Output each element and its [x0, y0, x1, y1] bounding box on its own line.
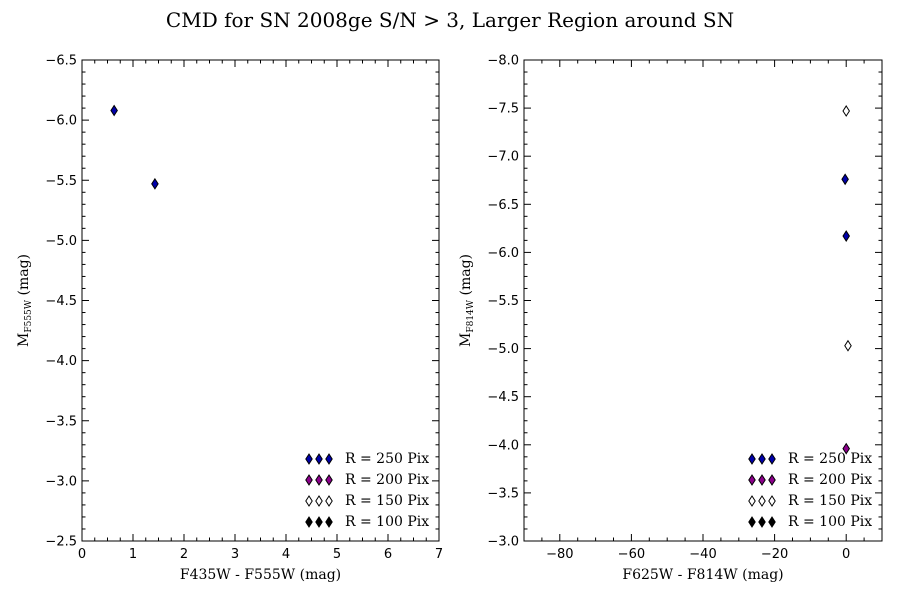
legend-marker: [325, 516, 333, 528]
y-tick-label: −7.5: [487, 102, 519, 117]
y-tick-label: −5.5: [487, 294, 519, 309]
legend-marker: [315, 495, 323, 507]
legend-entry: R = 200 Pix: [345, 472, 429, 488]
legend-marker: [758, 516, 766, 528]
y-axis-label-sub: F814W: [466, 299, 476, 332]
x-tick-label: 6: [384, 547, 392, 562]
y-tick-label: −4.0: [45, 354, 77, 369]
legend-marker: [315, 453, 323, 465]
x-tick-label: 4: [282, 547, 290, 562]
y-tick-label: −4.5: [45, 294, 77, 309]
plot-frame: [81, 59, 440, 542]
y-axis-label-unit: (mag): [458, 254, 474, 300]
x-tick-label: −60: [618, 547, 645, 562]
y-tick-label: −6.0: [45, 114, 77, 129]
legend-marker: [758, 453, 766, 465]
data-point: [110, 104, 118, 117]
data-point: [151, 177, 159, 190]
data-point: [841, 173, 849, 186]
y-axis-label-sub: F555W: [24, 299, 34, 332]
y-axis-label: MF814W (mag): [458, 254, 476, 347]
y-tick-label: −3.5: [45, 414, 77, 429]
x-tick-label: 3: [231, 547, 239, 562]
x-axis-label: F435W - F555W (mag): [180, 567, 341, 583]
legend-entry: R = 150 Pix: [345, 493, 429, 509]
legend-marker: [768, 453, 776, 465]
y-tick-label: −3.0: [45, 474, 77, 489]
legend-marker: [768, 495, 776, 507]
legend-marker: [748, 495, 756, 507]
y-axis-label-main: M: [16, 333, 32, 347]
legend-marker: [758, 495, 766, 507]
x-axis-label: F625W - F814W (mag): [622, 567, 783, 583]
y-tick-label: −6.5: [487, 198, 519, 213]
legend-marker: [305, 474, 313, 486]
y-tick-label: −3.5: [487, 486, 519, 501]
legend-entry: R = 100 Pix: [788, 514, 872, 530]
legend-marker: [768, 474, 776, 486]
legend-entry: R = 250 Pix: [788, 451, 872, 467]
right-panel: −80 −60 −40 −20 0 −8.0 −7.5 −7.0 −6.5 −6.0 −5.5 −5.…: [458, 54, 883, 583]
legend-entry: R = 100 Pix: [345, 514, 429, 530]
data-point: [844, 339, 852, 352]
figure-title: CMD for SN 2008ge S/N > 3, Larger Region…: [166, 8, 734, 32]
y-tick-label: −5.0: [45, 234, 77, 249]
y-tick-label: −6.5: [45, 54, 77, 69]
x-tick-label: −40: [689, 547, 716, 562]
legend-entry: R = 200 Pix: [788, 472, 872, 488]
y-tick-label: −3.0: [487, 535, 519, 550]
x-tick-label: 1: [129, 547, 137, 562]
data-point: [842, 230, 850, 242]
legend-marker: [748, 453, 756, 465]
y-tick-label: −2.5: [45, 535, 77, 550]
legend-marker: [748, 516, 756, 528]
legend-marker: [325, 453, 333, 465]
x-tick-label: 2: [180, 547, 188, 562]
x-tick-label: 7: [435, 547, 443, 562]
y-axis-label-unit: (mag): [16, 254, 32, 300]
y-tick-label: −5.0: [487, 342, 519, 357]
legend-marker: [768, 516, 776, 528]
legend-marker: [325, 495, 333, 507]
x-tick-label: −20: [761, 547, 788, 562]
legend-marker: [315, 474, 323, 486]
y-tick-label: −4.5: [487, 390, 519, 405]
legend-marker: [748, 474, 756, 486]
x-tick-label: 0: [78, 547, 86, 562]
legend-marker: [758, 474, 766, 486]
y-tick-label: −6.0: [487, 246, 519, 261]
y-axis-label: MF555W (mag): [16, 254, 34, 347]
legend-entry: R = 150 Pix: [788, 493, 872, 509]
legend-marker: [305, 495, 313, 507]
left-panel: 0 1 2 3 4 5 6 7 −6.5 −6.0 −5.5 −5.0 −4.5 −4.0 −3.5 −3.0…: [16, 54, 443, 584]
legend-entry: R = 250 Pix: [345, 451, 429, 467]
data-point: [842, 442, 850, 455]
legend-marker: [305, 516, 313, 528]
x-tick-label: −80: [546, 547, 573, 562]
plot-frame: [523, 59, 883, 542]
y-tick-label: −5.5: [45, 174, 77, 189]
legend-marker: [305, 453, 313, 465]
y-axis-label-main: M: [458, 333, 474, 347]
y-tick-label: −8.0: [487, 54, 519, 69]
x-tick-label: 0: [842, 547, 850, 562]
data-point: [842, 105, 850, 117]
legend-marker: [315, 516, 323, 528]
y-tick-label: −7.0: [487, 150, 519, 165]
y-tick-label: −4.0: [487, 438, 519, 453]
x-tick-label: 5: [333, 547, 341, 562]
legend-marker: [325, 474, 333, 486]
